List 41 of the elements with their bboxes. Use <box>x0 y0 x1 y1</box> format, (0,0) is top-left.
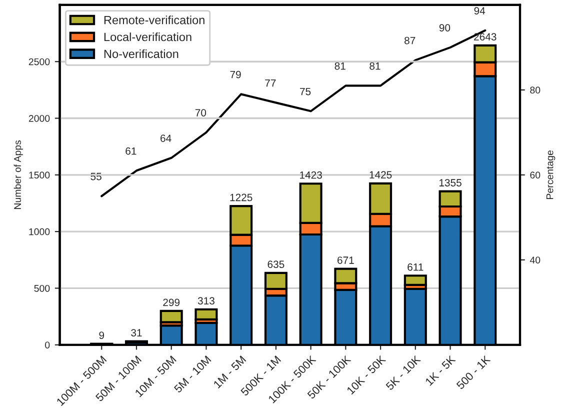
data-label: 77 <box>265 79 276 87</box>
y-tick-label: 2000 <box>28 114 50 122</box>
y2-tick-label: 60 <box>530 172 540 179</box>
data-label: 61 <box>126 147 136 155</box>
data-label: 94 <box>474 7 486 14</box>
total-label: 313 <box>198 297 214 304</box>
total-label: 1425 <box>370 171 392 179</box>
total-label: 1423 <box>300 171 322 179</box>
y-tick-label: 0 <box>45 342 50 348</box>
data-label: 87 <box>404 36 416 44</box>
y-tick-label: 500 <box>34 284 50 292</box>
data-label: 70 <box>195 109 206 116</box>
x-tick-label: 500 - 1K <box>456 354 491 390</box>
legend-label: Local-verification <box>104 32 192 42</box>
total-label: 635 <box>268 260 284 268</box>
x-tick-label: 5K - 10K <box>385 354 422 391</box>
total-label: 31 <box>131 329 142 336</box>
y-tick-label: 1000 <box>29 228 50 236</box>
legend-label: No-verification <box>104 49 178 58</box>
total-label: 299 <box>163 298 180 306</box>
data-label: 79 <box>230 70 241 78</box>
legend-label: Remote-verification <box>104 16 204 24</box>
data-label: 81 <box>370 62 380 70</box>
data-label: 90 <box>439 24 450 32</box>
y-axis-title: Number of Apps <box>14 140 23 209</box>
y2-tick-label: 40 <box>530 256 540 264</box>
data-label: 75 <box>300 88 311 96</box>
total-label: 2643 <box>474 33 496 41</box>
y-tick-label: 2500 <box>28 58 50 66</box>
total-label: 1355 <box>439 179 462 186</box>
y2-axis-title: Percentage <box>546 150 556 199</box>
total-label: 671 <box>338 256 354 264</box>
x-tick-label: 1K - 5K <box>424 354 456 386</box>
y2-tick-label: 80 <box>530 86 540 94</box>
total-label: 611 <box>408 263 424 271</box>
total-label: 9 <box>99 332 104 339</box>
y-tick-label: 1500 <box>29 172 50 179</box>
total-label: 1225 <box>230 194 252 202</box>
data-label: 81 <box>334 62 346 70</box>
data-label: 64 <box>160 134 172 142</box>
data-label: 55 <box>90 172 102 180</box>
